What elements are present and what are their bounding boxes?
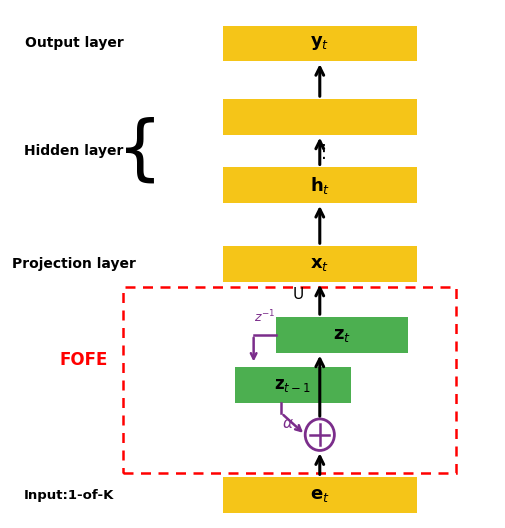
Text: $\vdots$: $\vdots$ xyxy=(313,142,325,161)
FancyBboxPatch shape xyxy=(222,167,416,203)
Text: FOFE: FOFE xyxy=(60,351,108,369)
Text: Projection layer: Projection layer xyxy=(12,257,136,271)
Text: $\mathbf{z}_{t-1}$: $\mathbf{z}_{t-1}$ xyxy=(274,376,311,394)
Text: $\mathbf{e}_t$: $\mathbf{e}_t$ xyxy=(309,486,329,504)
FancyBboxPatch shape xyxy=(234,367,350,403)
Text: $\mathbf{h}_t$: $\mathbf{h}_t$ xyxy=(309,175,329,196)
FancyBboxPatch shape xyxy=(222,25,416,61)
Bar xyxy=(123,287,455,473)
FancyBboxPatch shape xyxy=(222,246,416,282)
Text: U: U xyxy=(292,287,303,303)
Text: $\mathbf{z}_t$: $\mathbf{z}_t$ xyxy=(332,326,350,344)
Text: Output layer: Output layer xyxy=(25,36,123,50)
Text: Input:1-of-K: Input:1-of-K xyxy=(24,488,114,502)
Text: {: { xyxy=(117,117,163,185)
FancyBboxPatch shape xyxy=(222,477,416,513)
FancyBboxPatch shape xyxy=(275,317,407,353)
Text: $\mathbf{y}_t$: $\mathbf{y}_t$ xyxy=(310,34,329,52)
Text: $z^{-1}$: $z^{-1}$ xyxy=(254,309,275,325)
Text: Hidden layer: Hidden layer xyxy=(24,144,124,158)
Circle shape xyxy=(305,419,334,450)
Text: $\mathbf{x}_t$: $\mathbf{x}_t$ xyxy=(310,255,329,273)
FancyBboxPatch shape xyxy=(222,99,416,135)
Text: $\alpha$: $\alpha$ xyxy=(282,416,294,431)
